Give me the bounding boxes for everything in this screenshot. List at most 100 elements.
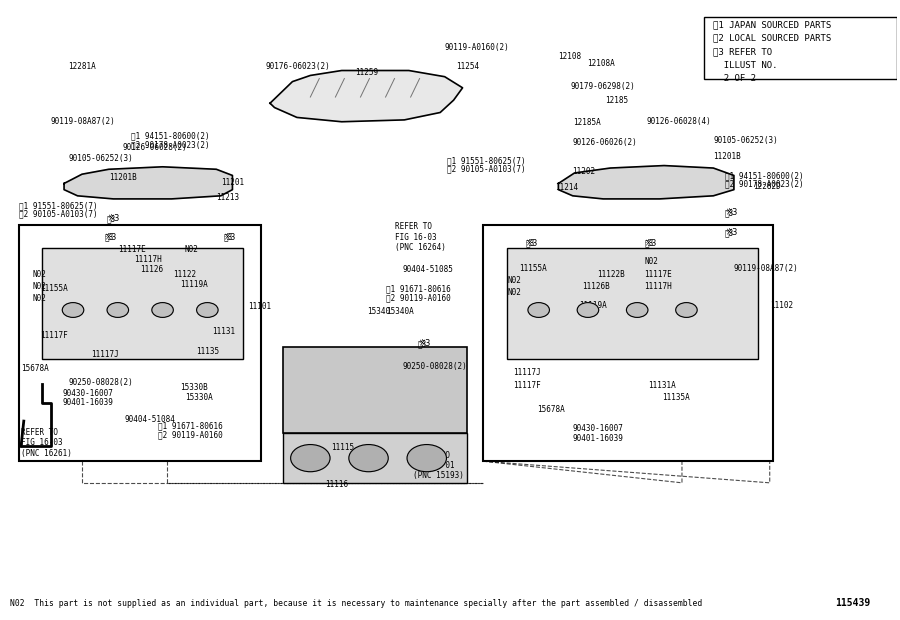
Text: 90176-06023(2): 90176-06023(2) — [266, 62, 330, 71]
Text: 11119A: 11119A — [579, 301, 607, 309]
Text: ※2 90119-A0160: ※2 90119-A0160 — [158, 430, 223, 439]
Text: 11135A: 11135A — [662, 393, 690, 402]
Text: ※3: ※3 — [104, 232, 117, 242]
Text: N02: N02 — [32, 282, 47, 291]
Text: 11135: 11135 — [196, 347, 220, 356]
Text: 11155A: 11155A — [519, 264, 546, 273]
Text: ※3: ※3 — [725, 228, 737, 237]
Text: 11117J: 11117J — [91, 350, 119, 359]
Text: 15340A: 15340A — [386, 307, 414, 316]
Circle shape — [528, 303, 549, 317]
Circle shape — [577, 303, 598, 317]
Text: ※1 91551-80625(7): ※1 91551-80625(7) — [447, 156, 526, 165]
Text: 11101: 11101 — [248, 303, 271, 311]
Text: ※3: ※3 — [223, 232, 236, 242]
Text: 90105-06252(3): 90105-06252(3) — [68, 154, 133, 163]
Text: 11117E: 11117E — [644, 270, 672, 279]
Bar — [284, 433, 467, 483]
Text: 12108: 12108 — [558, 53, 581, 61]
Text: 90105-06252(3): 90105-06252(3) — [714, 136, 778, 144]
Text: 90401-16039: 90401-16039 — [572, 434, 624, 443]
Text: 11115: 11115 — [331, 443, 354, 451]
Text: ※1 94151-80600(2): ※1 94151-80600(2) — [131, 131, 210, 141]
Polygon shape — [41, 248, 243, 360]
Text: 15340: 15340 — [367, 307, 390, 316]
Text: 90179-06298(2): 90179-06298(2) — [570, 82, 634, 91]
Text: ※2 90178-A0023(2): ※2 90178-A0023(2) — [725, 180, 804, 188]
Text: ※1 JAPAN SOURCED PARTS: ※1 JAPAN SOURCED PARTS — [714, 20, 832, 29]
Bar — [508, 248, 758, 360]
Text: 11126: 11126 — [140, 265, 163, 275]
Text: 11117F: 11117F — [40, 332, 68, 340]
Text: 90401-16039: 90401-16039 — [62, 398, 113, 407]
Text: ※3: ※3 — [107, 214, 116, 223]
Text: 12108A: 12108A — [587, 59, 615, 68]
Text: ※3: ※3 — [526, 239, 535, 248]
Text: 90119-08A87(2): 90119-08A87(2) — [50, 117, 115, 126]
Text: 2 OF 2: 2 OF 2 — [714, 74, 756, 83]
Text: ※3: ※3 — [223, 232, 233, 242]
Text: 11117E: 11117E — [118, 245, 146, 254]
Text: 90126-06028(4): 90126-06028(4) — [646, 117, 711, 126]
Text: 11116: 11116 — [326, 479, 348, 489]
Text: 15330B: 15330B — [181, 383, 208, 392]
Text: ※2 LOCAL SOURCED PARTS: ※2 LOCAL SOURCED PARTS — [714, 33, 832, 43]
Text: 11131A: 11131A — [648, 381, 676, 390]
Text: ※2 90178-A0023(2): ※2 90178-A0023(2) — [131, 140, 210, 149]
Text: ※1 91671-80616: ※1 91671-80616 — [158, 422, 223, 430]
Bar — [41, 248, 243, 360]
Circle shape — [626, 303, 648, 317]
Circle shape — [62, 303, 84, 317]
Polygon shape — [558, 166, 734, 199]
Text: 11202: 11202 — [572, 167, 595, 175]
Circle shape — [196, 303, 218, 317]
Bar — [483, 225, 773, 461]
Text: 90119-A0160(2): 90119-A0160(2) — [445, 43, 509, 52]
Text: ※3: ※3 — [418, 339, 427, 348]
Polygon shape — [64, 167, 232, 199]
Text: 90430-16007: 90430-16007 — [572, 424, 624, 433]
Text: 11213: 11213 — [216, 193, 239, 202]
Text: 15678A: 15678A — [537, 405, 564, 415]
Bar — [284, 347, 467, 433]
Text: 90250-08028(2): 90250-08028(2) — [68, 378, 133, 388]
Text: 90119-08A87(2): 90119-08A87(2) — [734, 264, 798, 273]
Text: ※1 91671-80616: ※1 91671-80616 — [386, 284, 451, 293]
Text: ※2 90105-A0103(7): ※2 90105-A0103(7) — [19, 210, 98, 219]
Text: 11126B: 11126B — [581, 282, 609, 291]
Circle shape — [107, 303, 129, 317]
Text: 11117J: 11117J — [514, 368, 542, 378]
Text: ※3: ※3 — [644, 239, 657, 248]
Text: ※3 REFER TO: ※3 REFER TO — [714, 47, 772, 56]
Text: 11117F: 11117F — [514, 381, 542, 390]
Text: N02: N02 — [508, 288, 521, 297]
Text: ※3: ※3 — [725, 228, 734, 237]
Text: ※1 94151-80600(2): ※1 94151-80600(2) — [725, 171, 804, 180]
Text: 12282D: 12282D — [753, 182, 781, 191]
Text: 12185A: 12185A — [572, 118, 600, 127]
Text: 11259: 11259 — [356, 68, 378, 77]
Text: 11119A: 11119A — [181, 280, 208, 288]
Text: ※3: ※3 — [418, 339, 430, 348]
Text: ※1 91551-80625(7): ※1 91551-80625(7) — [19, 202, 98, 211]
Text: 15678A: 15678A — [21, 364, 49, 373]
Text: 15330A: 15330A — [185, 393, 212, 402]
Text: N02: N02 — [508, 276, 521, 285]
Text: 11117H: 11117H — [134, 255, 162, 264]
Text: 11214: 11214 — [554, 184, 578, 192]
Bar — [705, 17, 897, 79]
Text: 90126-06026(2): 90126-06026(2) — [572, 138, 637, 146]
Text: 90404-51085: 90404-51085 — [402, 265, 454, 275]
Text: 11201B: 11201B — [714, 153, 741, 161]
Text: ※3: ※3 — [526, 239, 537, 248]
Circle shape — [407, 445, 446, 472]
Text: ※3: ※3 — [644, 239, 653, 248]
Text: 11155A: 11155A — [40, 284, 68, 293]
Text: ※3: ※3 — [104, 232, 113, 242]
Text: 11201: 11201 — [220, 179, 244, 187]
Text: ※3: ※3 — [725, 208, 734, 217]
Text: ※2 90119-A0160: ※2 90119-A0160 — [386, 293, 451, 302]
Polygon shape — [270, 71, 463, 122]
Text: ILLUST NO.: ILLUST NO. — [714, 61, 778, 69]
Text: 90250-08028(2): 90250-08028(2) — [402, 362, 467, 371]
